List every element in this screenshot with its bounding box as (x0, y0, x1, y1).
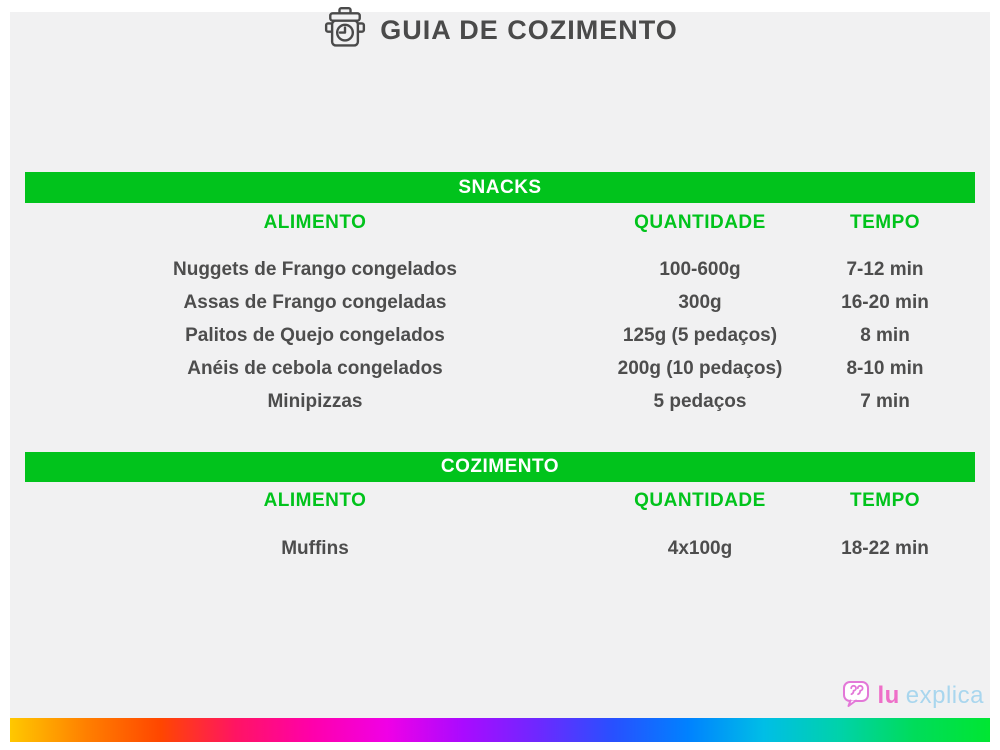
food-cell: Nuggets de Frango congelados (173, 258, 457, 280)
food-cell: Palitos de Quejo congelados (185, 324, 445, 346)
column-header-quantidade: QUANTIDADE (634, 212, 766, 233)
page-title: GUIA DE COZIMENTO (380, 14, 678, 45)
pot-timer-icon (322, 5, 368, 56)
section-banner-snacks: SNACKS (25, 172, 975, 203)
time-cell: 16-20 min (841, 291, 929, 313)
brand-explica: explica (905, 682, 984, 709)
table-row: Nuggets de Frango congelados 100-600g 7-… (25, 253, 975, 286)
qty-cell: 300g (678, 291, 722, 313)
table-row: Muffins 4x100g 18-22 min (25, 532, 975, 565)
qty-cell: 200g (10 pedaços) (617, 357, 783, 379)
time-cell: 7 min (860, 390, 910, 412)
column-header-tempo: TEMPO (849, 490, 921, 511)
column-header-alimento: ALIMENTO (263, 212, 367, 233)
column-headers-snacks: ALIMENTO QUANTIDADE TEMPO (25, 210, 975, 236)
table-row: Assas de Frango congeladas 300g 16-20 mi… (25, 286, 975, 319)
column-header-tempo: TEMPO (849, 212, 921, 233)
column-header-alimento: ALIMENTO (263, 490, 367, 511)
qty-cell: 4x100g (667, 537, 733, 559)
qty-cell: 5 pedaços (653, 390, 747, 412)
food-cell: Assas de Frango congeladas (183, 291, 447, 313)
table-row: Minipizzas 5 pedaços 7 min (25, 385, 975, 418)
speech-bubble-quote-icon (841, 679, 871, 714)
section-title: SNACKS (458, 176, 542, 198)
table-row: Palitos de Quejo congelados 125g (5 peda… (25, 319, 975, 352)
brand-lu: lu (877, 682, 900, 709)
time-cell: 7-12 min (846, 258, 924, 280)
time-cell: 18-22 min (841, 537, 929, 559)
time-cell: 8-10 min (846, 357, 924, 379)
rainbow-bar (10, 718, 990, 742)
section-title: COZIMENTO (440, 456, 560, 477)
food-cell: Minipizzas (267, 390, 363, 412)
page-header: GUIA DE COZIMENTO (0, 6, 1000, 54)
qty-cell: 125g (5 pedaços) (622, 324, 778, 346)
section-banner-cozimento: COZIMENTO (25, 452, 975, 482)
column-headers-cozimento: ALIMENTO QUANTIDADE TEMPO (25, 488, 975, 514)
infographic-card (10, 12, 990, 742)
time-cell: 8 min (860, 324, 910, 346)
brand-logo: lu explica (841, 680, 984, 712)
table-row: Anéis de cebola congelados 200g (10 peda… (25, 352, 975, 385)
column-header-quantidade: QUANTIDADE (634, 490, 766, 511)
food-cell: Anéis de cebola congelados (187, 357, 443, 379)
qty-cell: 100-600g (659, 258, 741, 280)
food-cell: Muffins (281, 537, 349, 559)
